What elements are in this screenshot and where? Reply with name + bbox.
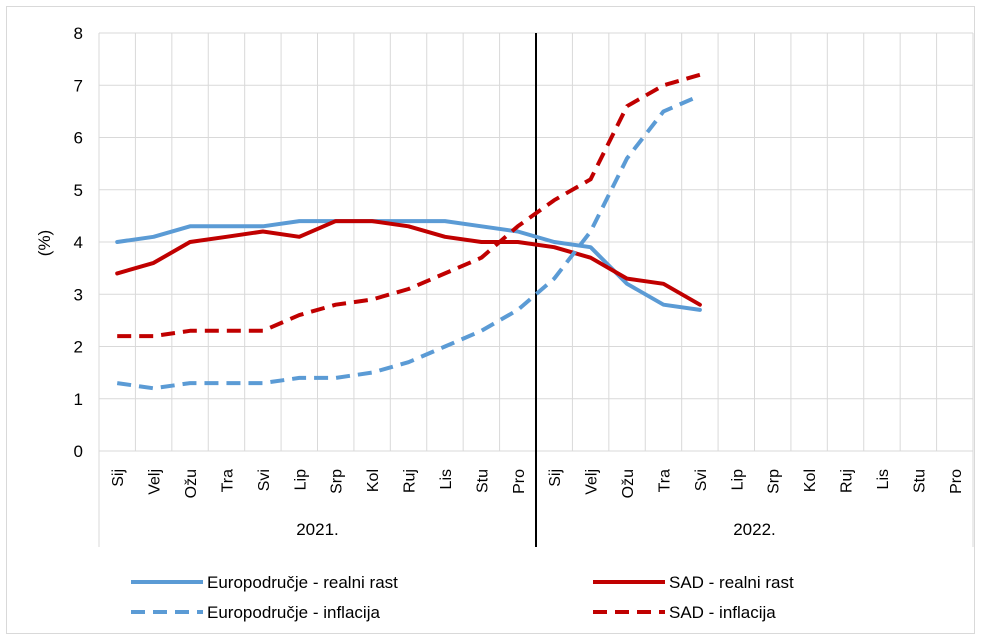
line-chart: 0 1 2 3 4 5 6 7 8 Sij Velj Ožu Tra Svi Lip Srp Kol Ruj Lis… — [35, 24, 974, 622]
year-label: 2022. — [733, 520, 776, 539]
x-tick-label: Ožu — [183, 469, 200, 498]
y-tick-label: 4 — [74, 233, 83, 252]
y-tick-label: 8 — [74, 24, 83, 43]
series-line — [115, 219, 702, 307]
series-line — [117, 72, 701, 339]
series-lines — [115, 72, 702, 391]
legend: Europodručje - realni rast SAD - realni r… — [131, 573, 794, 622]
chart-frame: 0 1 2 3 4 5 6 7 8 Sij Velj Ožu Tra Svi Lip Srp Kol Ruj Lis… — [6, 6, 975, 634]
y-tick-label: 1 — [74, 390, 83, 409]
legend-label: Europodručje - inflacija — [207, 603, 380, 622]
x-tick-label: Stu — [474, 469, 491, 493]
y-tick-label: 2 — [74, 338, 83, 357]
x-tick-label: Pro — [948, 469, 965, 494]
x-tick-label: Tra — [656, 469, 673, 493]
grid — [98, 32, 974, 452]
x-tick-label: Velj — [147, 469, 164, 495]
series-line — [115, 219, 702, 312]
y-tick-label: 0 — [74, 442, 83, 461]
x-tick-label: Srp — [329, 469, 346, 494]
x-tick-label: Kol — [365, 469, 382, 492]
x-tick-label: Pro — [511, 469, 528, 494]
y-tick-label: 6 — [74, 129, 83, 148]
y-tick-label: 3 — [74, 285, 83, 304]
x-tick-label: Srp — [766, 469, 783, 494]
axes: 0 1 2 3 4 5 6 7 8 Sij Velj Ožu Tra Svi Lip Srp Kol Ruj Lis… — [74, 24, 974, 547]
x-tick-label: Ožu — [620, 469, 637, 498]
y-tick-label: 5 — [74, 181, 83, 200]
x-tick-label: Kol — [802, 469, 819, 492]
x-tick-label: Lis — [875, 469, 892, 489]
series-line — [116, 93, 701, 391]
legend-label: SAD - realni rast — [669, 573, 794, 592]
x-tick-label: Tra — [219, 469, 236, 493]
x-tick-label: Sij — [110, 469, 127, 487]
legend-label: Europodručje - realni rast — [207, 573, 398, 592]
x-tick-label: Svi — [256, 469, 273, 491]
x-tick-label: Velj — [584, 469, 601, 495]
x-tick-label: Lis — [438, 469, 455, 489]
x-tick-label: Svi — [693, 469, 710, 491]
x-tick-label: Stu — [911, 469, 928, 493]
x-tick-label: Ruj — [402, 469, 419, 493]
legend-label: SAD - inflacija — [669, 603, 776, 622]
x-tick-label: Lip — [729, 469, 746, 490]
axis-labels: (%) — [35, 230, 54, 256]
year-label: 2021. — [296, 520, 339, 539]
x-tick-label: Lip — [292, 469, 309, 490]
y-axis-label: (%) — [35, 230, 54, 256]
x-tick-label: Sij — [547, 469, 564, 487]
x-tick-label: Ruj — [839, 469, 856, 493]
y-tick-label: 7 — [74, 76, 83, 95]
